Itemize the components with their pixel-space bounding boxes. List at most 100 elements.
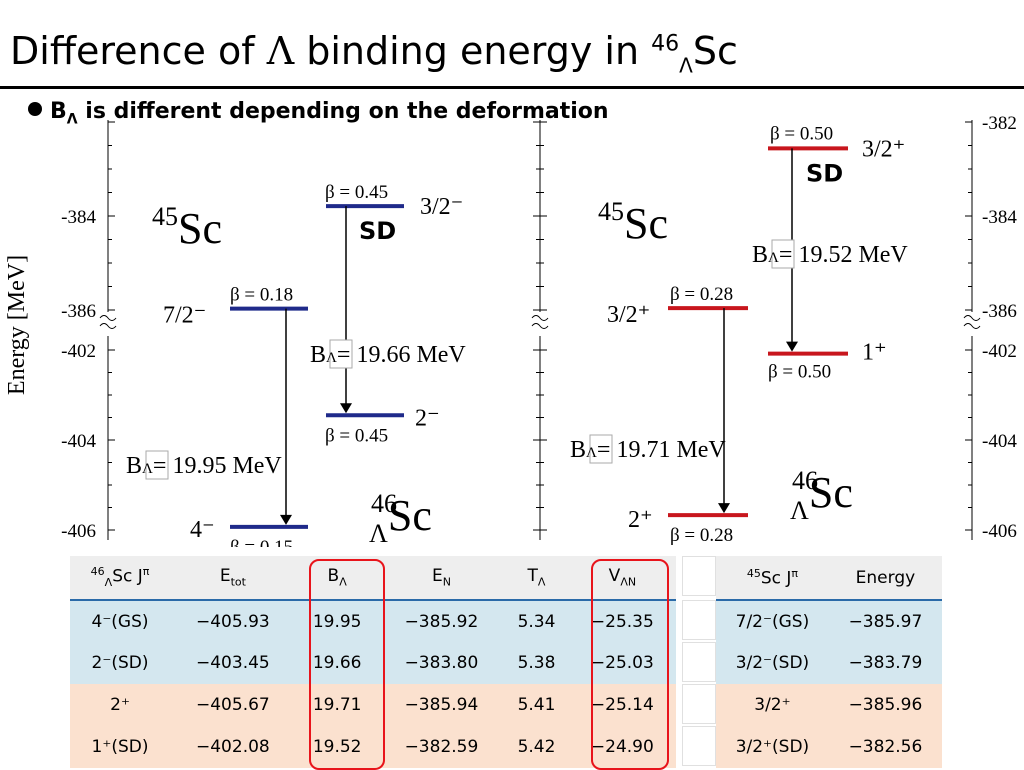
main-table-cell: −403.45 [196,653,270,673]
main-table-cell: −405.93 [196,611,270,632]
level-7-2-minus-jpi: 7/2⁻ [163,303,206,329]
binding-energy-sd-positive: BΛ= 19.52 MeV [752,242,908,268]
main-table-row: 1⁺(SD) −402.08 19.52 −382.59 5.42 −24.90 [70,726,676,768]
sd-label-negative: SD [359,217,396,245]
right-axis-tick-label: -406 [982,521,1017,542]
binding-arrow-sd-negative-head [340,403,352,414]
level-scheme-diagram: -384 -386 -402 -404 -406 -382 -384 -386 -402 -404… [4,113,1017,547]
side-table-header-row: 45Sc Jπ Energy [716,556,942,601]
side-table-row: 3/2⁺ −385.96 [716,684,942,726]
side-table-row: 3/2⁺(SD) −382.56 [716,726,942,768]
main-table-cell: −385.94 [404,695,479,715]
binding-arrow-sd-positive-head [786,341,798,352]
table-spacer [676,556,716,768]
main-table-cell: −383.80 [404,653,479,673]
blank-cell [682,726,716,766]
level-3-2-plus-jpi: 3/2⁺ [607,302,650,328]
side-table-row: 7/2⁻(GS) −385.97 [716,600,942,642]
bullet-point: BΛ is different depending on the deforma… [28,99,609,127]
right-axis-break [963,315,981,329]
right-axis-tick-label: -386 [982,301,1017,322]
hypernucleus-energy-table: 46ΛSc Jπ Etot BΛ EN TΛ VΛN 4⁻(GS) −405.93 19.95… [70,556,676,768]
main-table-cell: −25.03 [590,653,654,673]
side-table-cell: 7/2⁻(GS) [735,611,810,632]
binding-energy-gs-negative: BΛ= 19.95 MeV [126,453,282,479]
main-table-row: 2⁺ −405.67 19.71 −385.94 5.41 −25.14 [70,684,676,726]
title-divider [0,86,1024,89]
level-3-2-plus-sd-beta: β = 0.50 [770,123,833,144]
title-sub: Λ [679,53,693,78]
binding-energy-sd-positive-box [771,239,795,269]
main-table-cell: 19.52 [312,737,362,757]
title-lambda: Λ [266,29,295,73]
side-table-cell: −385.97 [848,611,923,632]
main-table-cell: 19.66 [312,653,362,673]
side-table-header-1: Energy [828,556,942,601]
main-table-row: 4⁻(GS) −405.93 19.95 −385.92 5.34 −25.35 [70,600,676,642]
bullet-text: is different depending on the deformatio… [77,99,609,124]
main-table-cell: 19.71 [312,695,362,715]
main-table-cell: −385.92 [404,611,479,632]
right-axis-tick-label: -382 [982,113,1017,134]
binding-arrow-gs-positive-head [718,503,730,514]
main-table-cell: 1⁺(SD) [91,737,149,757]
level-2-minus-beta: β = 0.45 [325,425,388,446]
level-1-plus-beta: β = 0.50 [768,362,831,383]
main-table-cell: −405.67 [196,695,270,715]
title-mass: 46 [651,31,680,57]
core-nucleus-label-right: 45Sc [598,197,668,248]
bullet-sub: Λ [66,111,78,128]
slide-title: Difference of Λ binding energy in 46ΛSc [10,32,738,76]
main-table-header-4: TΛ [504,556,569,601]
main-table-header-0: 46ΛSc Jπ [70,556,171,601]
main-table-cell: −382.59 [404,737,479,757]
level-7-2-minus-beta: β = 0.18 [230,285,293,306]
level-4-minus-beta: β = 0.15 [230,537,293,547]
level-2-minus-jpi: 2⁻ [415,405,440,431]
level-2-plus-beta: β = 0.28 [670,525,733,546]
binding-energy-sd-negative: BΛ= 19.66 MeV [310,342,466,368]
main-table-cell: −25.35 [590,611,654,632]
blank-cell [682,556,716,596]
main-table-row: 2⁻(SD) −403.45 19.66 −383.80 5.38 −25.03 [70,642,676,684]
bullet-dot-icon [28,102,42,116]
side-table-cell: −383.79 [848,653,923,673]
side-table-row: 3/2⁻(SD) −383.79 [716,642,942,684]
main-table-cell: 2⁻(SD) [91,653,149,673]
bullet-b: B [50,99,67,124]
main-table-cell: 5.34 [517,611,556,632]
binding-energy-gs-negative-box [145,450,169,480]
title-mid: binding energy in [294,29,652,73]
blank-cell [682,684,716,724]
left-axis-tick-label: -384 [61,207,96,228]
hypernucleus-label-left: 46 ΛSc [369,489,432,547]
y-axis-label: Energy [MeV] [4,255,30,395]
blank-cell [682,600,716,640]
title-pre: Difference of [10,29,267,73]
middle-axis-break [531,315,549,329]
side-table-cell: 3/2⁻(SD) [735,653,810,673]
main-table-header-row: 46ΛSc Jπ Etot BΛ EN TΛ VΛN [70,556,676,601]
main-table-cell: −24.90 [590,737,654,757]
binding-energy-gs-positive: BΛ= 19.71 MeV [570,437,726,463]
binding-energy-gs-positive-box [589,434,613,464]
hypernucleus-label-right: 46 ΛSc [790,466,853,525]
main-table-header-5: VΛN [568,556,676,601]
main-table-header-1: Etot [170,556,296,601]
level-2-plus-jpi: 2⁺ [628,507,653,533]
left-axis-tick-label: -404 [61,431,96,452]
side-table-cell: 3/2⁺(SD) [735,737,810,757]
main-table-cell: −25.14 [590,695,654,715]
binding-energy-sd-negative-box [329,339,353,369]
side-table-cell: −385.96 [848,695,923,715]
left-axis-tick-label: -406 [61,521,96,542]
level-3-2-minus-beta: β = 0.45 [325,182,388,203]
level-3-2-minus-jpi: 3/2⁻ [420,194,463,220]
binding-arrow-gs-negative-head [280,514,292,525]
left-axis-break [99,315,117,329]
b-lambda-column-highlight [309,559,385,770]
side-table-cell: −382.56 [848,737,923,757]
core-nucleus-energy-table: 45Sc Jπ Energy 7/2⁻(GS) −385.97 3/2⁻(SD) −38… [716,556,942,768]
level-3-2-plus-sd-jpi: 3/2⁺ [862,136,905,162]
main-table-cell: 5.42 [517,737,556,757]
